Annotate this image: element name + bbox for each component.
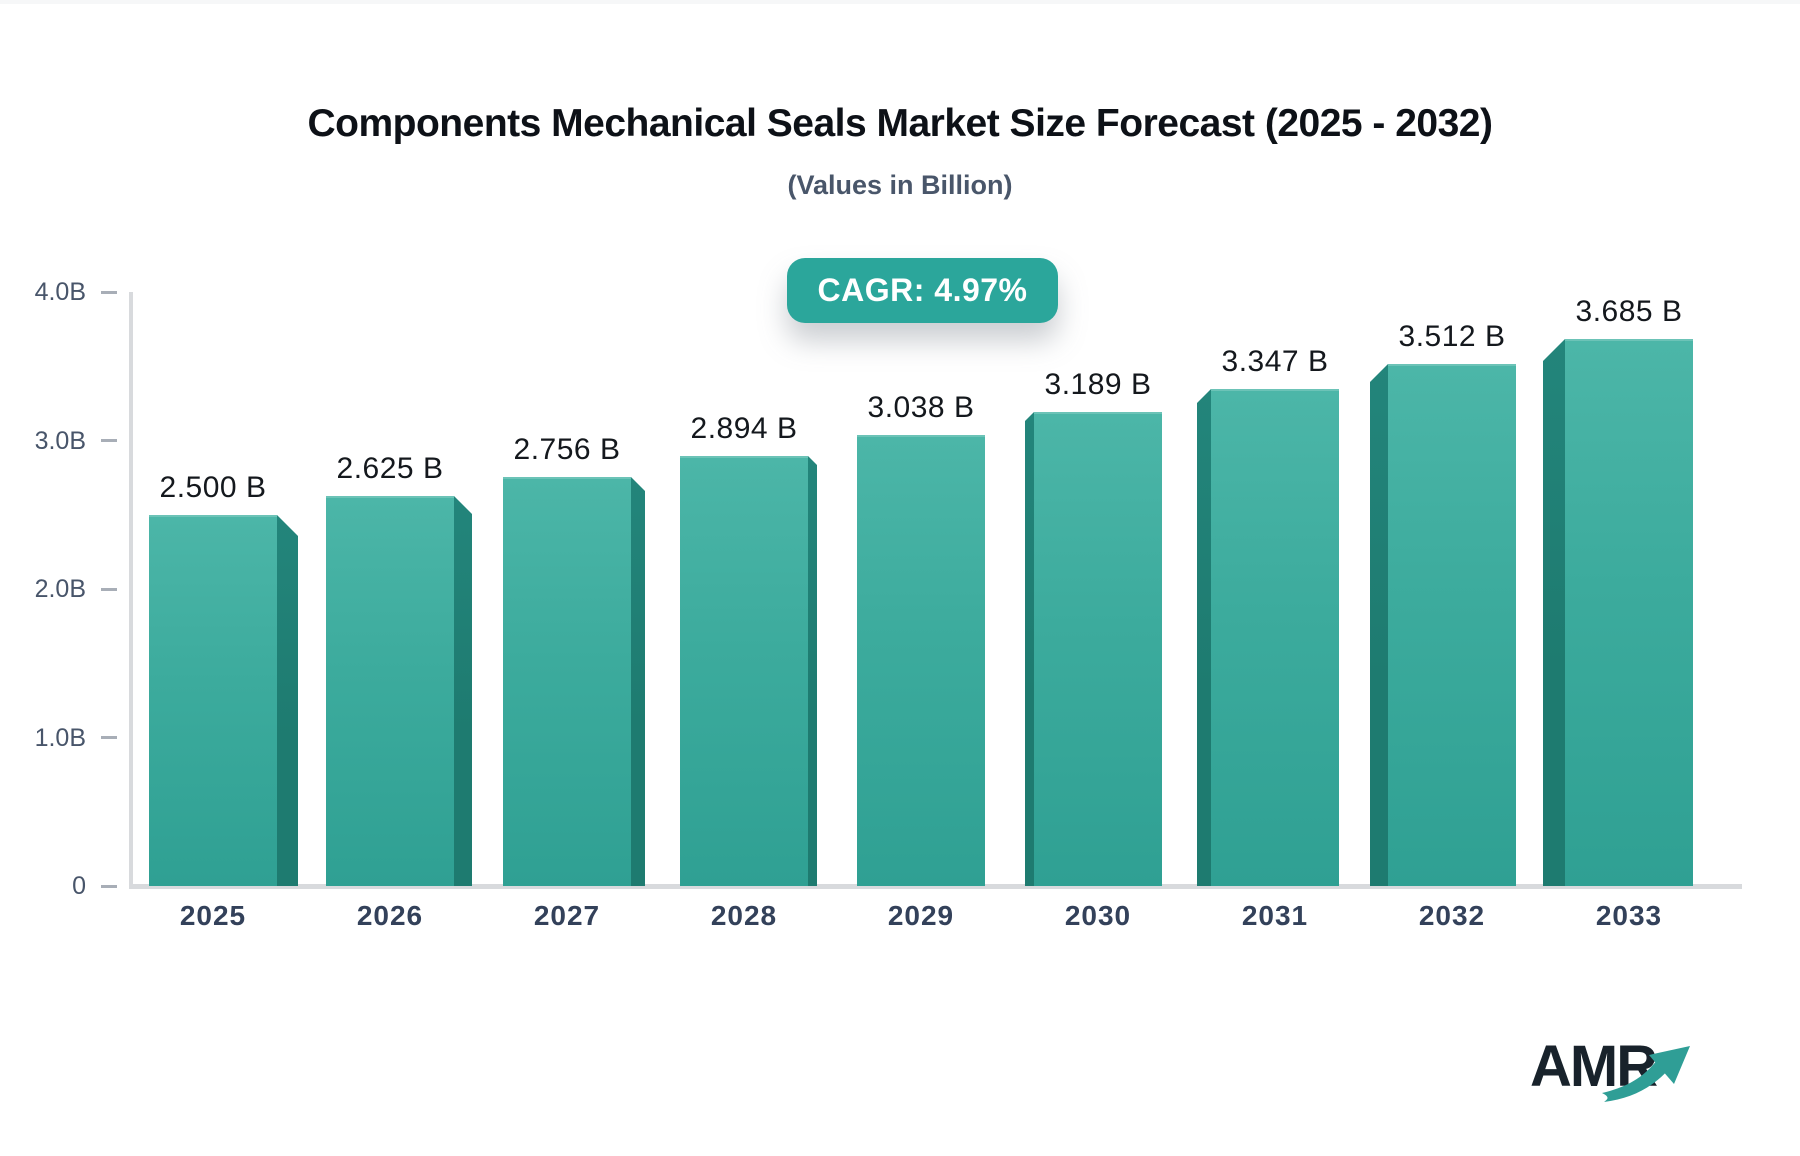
y-tick-label: 2.0B <box>34 575 86 603</box>
bar-2033 <box>1565 339 1693 886</box>
y-tick-label: 1.0B <box>34 723 86 752</box>
bar-2032 <box>1388 364 1516 886</box>
x-axis-label: 2031 <box>1241 900 1309 931</box>
chart-subtitle: (Values in Billion) <box>787 170 1013 200</box>
x-axis-label: 2025 <box>179 900 247 931</box>
y-tick-label: 3.0B <box>34 426 86 455</box>
bar-value-label: 2.756 B <box>513 433 621 466</box>
y-tick-dash <box>101 587 117 591</box>
y-tick-dash <box>101 736 117 739</box>
bar-2027 <box>503 477 631 886</box>
bar-side-2032 <box>1370 364 1388 886</box>
bar-value-label: 3.038 B <box>867 391 975 424</box>
x-axis-line <box>129 884 1742 889</box>
y-tick-dash <box>101 884 117 888</box>
bar-side-2030 <box>1025 412 1034 886</box>
bar-value-label: 3.347 B <box>1221 345 1329 378</box>
x-axis-label: 2027 <box>533 900 601 931</box>
y-tick-dash <box>101 290 117 294</box>
bar-side-2028 <box>808 456 817 886</box>
y-axis-line <box>129 292 133 888</box>
bar-2030 <box>1034 412 1162 886</box>
bar-value-label: 2.625 B <box>336 452 444 485</box>
x-axis-label: 2030 <box>1064 900 1132 931</box>
chart-title: Components Mechanical Seals Market Size … <box>307 102 1494 145</box>
bar-2025 <box>149 515 277 886</box>
cagr-badge: CAGR: 4.97% <box>787 258 1058 323</box>
bar-2026 <box>326 496 454 886</box>
bar-value-label: 3.189 B <box>1044 368 1152 401</box>
bar-side-2027 <box>631 477 645 886</box>
bar-2031 <box>1211 389 1339 886</box>
amr-logo-arrowhead <box>1649 1046 1690 1084</box>
x-axis-label: 2032 <box>1418 900 1486 931</box>
y-tick-dash <box>101 439 117 442</box>
bar-2028 <box>680 456 808 886</box>
y-tick-label: 4.0B <box>34 278 86 306</box>
bar-value-label: 2.500 B <box>159 471 267 504</box>
bar-2029 <box>857 435 985 886</box>
x-axis-label: 2026 <box>356 900 424 931</box>
bar-side-2031 <box>1197 389 1211 886</box>
bar-side-2026 <box>454 496 472 886</box>
x-axis-label: 2033 <box>1595 900 1663 931</box>
y-tick-label: 0 <box>72 872 86 900</box>
page-top-strip <box>0 0 1800 4</box>
bar-value-label: 3.685 B <box>1575 295 1683 328</box>
cagr-badge-label: CAGR: 4.97% <box>817 272 1028 308</box>
bar-side-2025 <box>277 515 298 886</box>
amr-logo: AMR <box>1530 1034 1690 1102</box>
bar-side-2033 <box>1543 339 1565 886</box>
bar-value-label: 2.894 B <box>690 412 798 445</box>
bar-value-label: 3.512 B <box>1398 320 1506 353</box>
x-axis-label: 2028 <box>710 900 778 931</box>
x-axis-label: 2029 <box>887 900 955 931</box>
